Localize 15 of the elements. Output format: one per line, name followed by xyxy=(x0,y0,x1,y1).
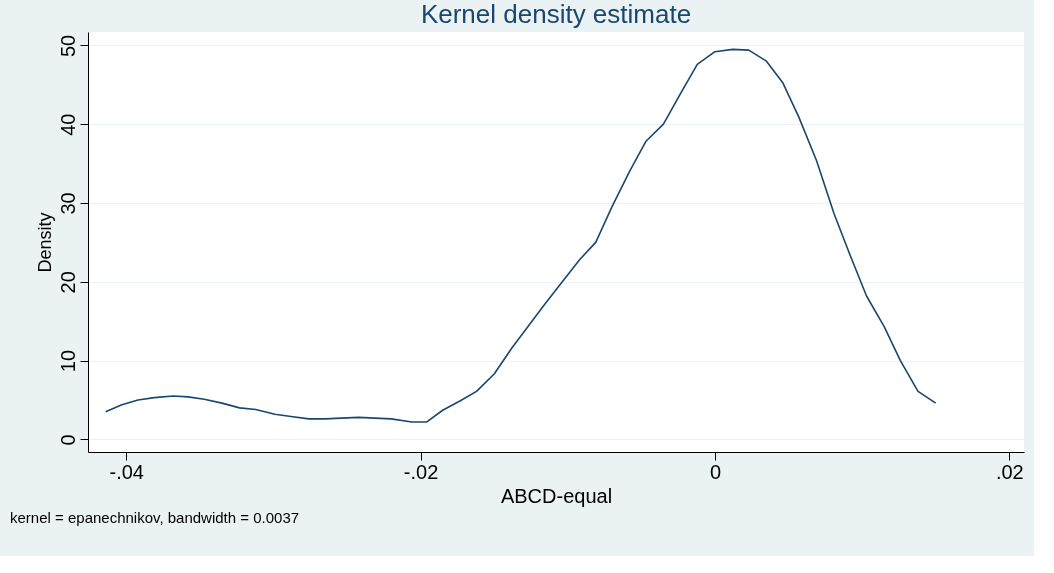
x-tick-label: -.04 xyxy=(109,460,144,483)
y-axis-title: Density xyxy=(34,212,55,273)
line-series xyxy=(104,48,937,423)
x-tick-label: .02 xyxy=(995,460,1024,483)
x-tick-label: -.02 xyxy=(403,460,439,483)
y-tick-label: 40 xyxy=(56,113,79,136)
y-tick-label: 10 xyxy=(56,349,79,373)
y-tick-label: 20 xyxy=(56,271,79,294)
x-tick-label: 0 xyxy=(709,460,722,483)
text: kernel = epanechnikov, bandwidth = 0.0037 xyxy=(10,509,300,526)
chart-title: Kernel density estimate xyxy=(420,0,692,29)
y-tick-label: 30 xyxy=(56,192,79,215)
x-axis-title: ABCD-equal xyxy=(500,484,613,507)
y-tick-label: 0 xyxy=(56,434,79,446)
y-tick-label: 50 xyxy=(56,34,79,58)
